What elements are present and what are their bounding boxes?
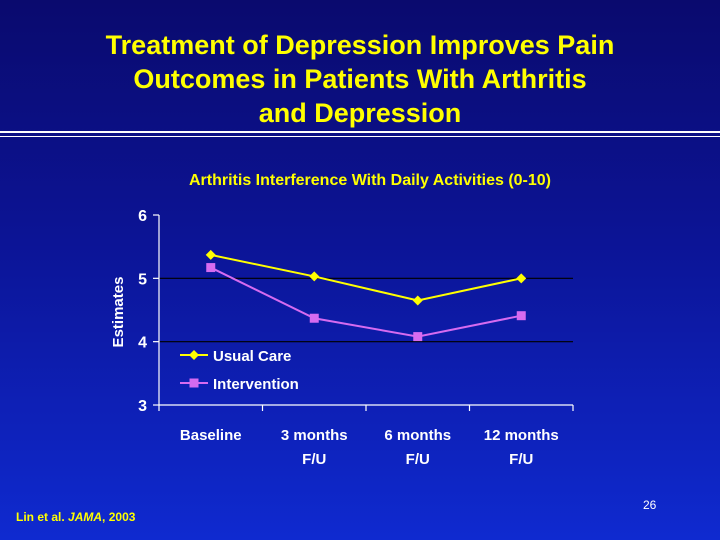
y-tick-label: 4 — [138, 335, 147, 352]
slide-title-line-3: and Depression — [258, 98, 462, 128]
usual-care-point — [412, 295, 423, 306]
intervention-point — [413, 332, 423, 342]
intervention-point — [516, 311, 526, 321]
x-tick-label: 3 months — [281, 427, 348, 444]
intervention-point — [206, 263, 216, 273]
slide-title: Treatment of Depression Improves Pain Ou… — [0, 28, 720, 130]
x-tick-label: F/U — [509, 451, 533, 468]
citation-year: , 2003 — [102, 510, 136, 524]
usual-care-point — [516, 273, 527, 284]
x-tick-label: 6 months — [384, 427, 451, 444]
y-tick-label: 6 — [138, 208, 147, 225]
usual-care-point — [205, 249, 216, 260]
x-tick-label: Baseline — [180, 427, 242, 444]
legend-usual-care-label: Usual Care — [213, 348, 291, 365]
slide-number: 26 — [643, 498, 657, 512]
legend-usual-care-marker — [189, 350, 199, 360]
usual-care-point — [309, 271, 320, 282]
x-tick-label: F/U — [406, 451, 430, 468]
x-tick-label: F/U — [302, 451, 326, 468]
intervention-point — [309, 313, 319, 323]
chart-title: Arthritis Interference With Daily Activi… — [188, 172, 552, 189]
slide-title-line-1: Treatment of Depression Improves Pain — [105, 30, 615, 60]
legend-intervention-label: Intervention — [213, 376, 299, 393]
intervention-line — [210, 266, 522, 338]
citation-authors: Lin et al. — [16, 510, 65, 524]
usual-care-line — [210, 253, 522, 302]
citation: Lin et al. JAMA, 2003 — [16, 510, 135, 524]
legend-intervention-marker — [189, 378, 199, 388]
title-divider-thin — [0, 136, 720, 137]
title-divider-thick — [0, 131, 720, 133]
x-tick-label: 12 months — [484, 427, 559, 444]
slide-title-line-2: Outcomes in Patients With Arthritis — [133, 64, 587, 94]
y-axis-title: Estimates — [110, 277, 127, 348]
y-tick-label: 3 — [138, 398, 147, 415]
y-tick-label: 5 — [138, 271, 147, 288]
citation-journal: JAMA — [68, 510, 103, 524]
